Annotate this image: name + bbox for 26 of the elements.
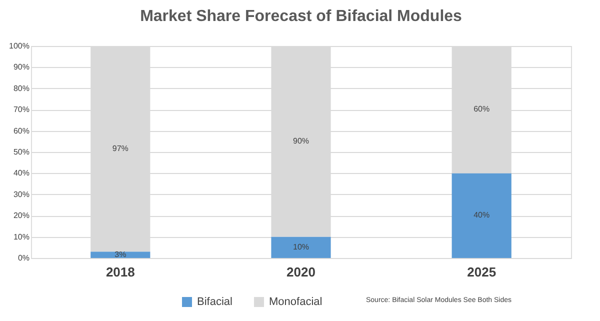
y-tick-label: 60% [13,126,30,136]
y-tick-label: 40% [13,168,30,178]
chart-title: Market Share Forecast of Bifacial Modules [140,8,462,25]
x-tick-label: 2020 [286,264,316,280]
data-label: 40% [474,210,490,220]
data-label: 97% [112,144,128,153]
bar [271,236,331,258]
y-tick-label: 0% [18,254,30,262]
x-tick-label: 2018 [106,264,135,280]
legend-label: Monofacial [269,296,322,308]
x-tick-label: 2025 [467,264,496,280]
bar [452,173,512,258]
legend-label: Bifacial [197,296,232,308]
y-tick-label: 70% [13,105,30,114]
y-tick-label: 50% [13,148,30,156]
data-label: 60% [474,104,490,114]
y-tick-label: 90% [13,62,30,72]
data-label: 90% [292,136,310,146]
y-tick-label: 80% [13,84,30,93]
data-label: 3% [114,250,126,259]
y-tick-label: 20% [13,211,30,220]
y-tick-label: 30% [13,190,30,199]
data-label: 10% [292,242,310,252]
y-tick-label: 10% [13,232,30,242]
y-tick-label: 100% [9,42,30,50]
bar [90,252,150,258]
